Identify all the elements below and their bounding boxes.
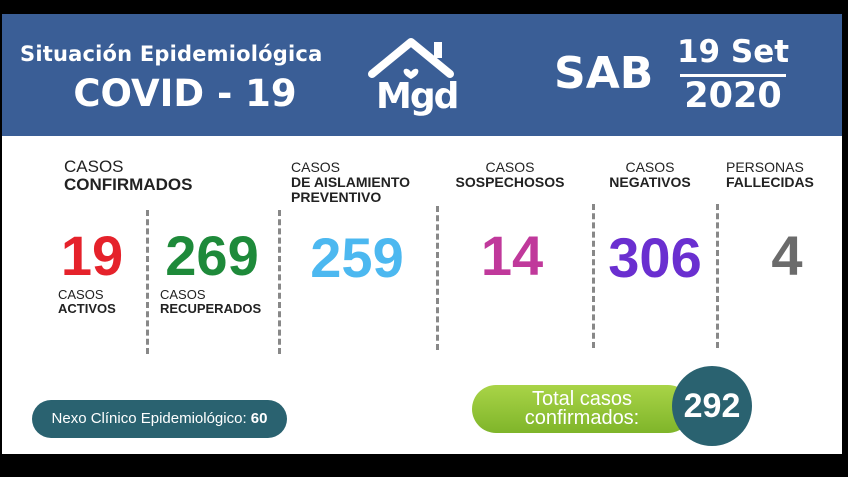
confirmados-label-line2: CONFIRMADOS: [64, 175, 193, 194]
recuperados-label: CASOS RECUPERADOS: [160, 288, 261, 316]
sospechosos-label-line2: SOSPECHOSOS: [455, 174, 565, 190]
negativos-label: CASOS NEGATIVOS: [602, 160, 698, 190]
header-date-year: 2020: [684, 76, 782, 116]
nexo-value: 60: [250, 410, 268, 427]
fallecidas-label-line2: FALLECIDAS: [726, 174, 814, 190]
sospechosos-label: CASOS SOSPECHOSOS: [450, 160, 570, 190]
fallecidas-value: 4: [771, 224, 803, 287]
aislamiento-value: 259: [310, 226, 404, 289]
header-date-day-month: 19 Set: [676, 34, 790, 70]
sospechosos-label-line1: CASOS: [485, 159, 535, 175]
recuperados-label-line2: RECUPERADOS: [160, 301, 262, 316]
nexo-clinico-badge: Nexo Clínico Epidemiológico: 60: [32, 400, 287, 438]
divider-3: [436, 206, 439, 350]
sospechosos-value: 14: [480, 224, 544, 287]
house-roof-icon: [368, 38, 454, 79]
activos-value: 19: [60, 224, 124, 287]
divider-2: [278, 210, 281, 354]
logo-text: Mgd: [376, 76, 459, 117]
divider-5: [716, 204, 719, 348]
header-banner: Situación Epidemiológica COVID - 19 Mgd …: [2, 14, 842, 136]
aislamiento-label-line2: DE AISLAMIENTO: [291, 174, 411, 190]
aislamiento-label-line1: CASOS: [291, 159, 341, 175]
activos-label: CASOS ACTIVOS: [58, 288, 116, 316]
negativos-label-line1: CASOS: [625, 159, 675, 175]
negativos-value: 306: [608, 226, 702, 289]
house-logo-icon: Mgd: [364, 36, 459, 126]
aislamiento-label-line3: PREVENTIVO: [291, 189, 382, 205]
infographic-card: Situación Epidemiológica COVID - 19 Mgd …: [2, 14, 842, 454]
confirmados-label-line1: CASOS: [64, 157, 124, 176]
activos-label-line2: ACTIVOS: [58, 301, 116, 316]
total-confirmados-value: 292: [672, 366, 752, 446]
total-confirmados-pill: Total casos confirmados:: [472, 385, 692, 433]
date-divider: [680, 74, 786, 77]
aislamiento-label: CASOS DE AISLAMIENTO PREVENTIVO: [291, 160, 410, 205]
fallecidas-label-line1: PERSONAS: [726, 159, 804, 175]
total-label-line1: Total casos: [531, 388, 633, 410]
activos-label-line1: CASOS: [58, 287, 104, 302]
negativos-label-line2: NEGATIVOS: [609, 174, 691, 190]
fallecidas-label: PERSONAS FALLECIDAS: [726, 160, 814, 190]
nexo-label: Nexo Clínico Epidemiológico:: [51, 410, 247, 427]
divider-1: [146, 210, 149, 354]
header-subtitle: COVID - 19: [73, 72, 297, 115]
header-day: SAB: [554, 48, 654, 99]
header-title: Situación Epidemiológica: [20, 42, 323, 66]
divider-4: [592, 204, 595, 348]
total-label-line2: confirmados:: [524, 407, 640, 429]
recuperados-value: 269: [165, 224, 259, 287]
confirmados-label: CASOS CONFIRMADOS: [64, 158, 192, 194]
recuperados-label-line1: CASOS: [160, 287, 206, 302]
